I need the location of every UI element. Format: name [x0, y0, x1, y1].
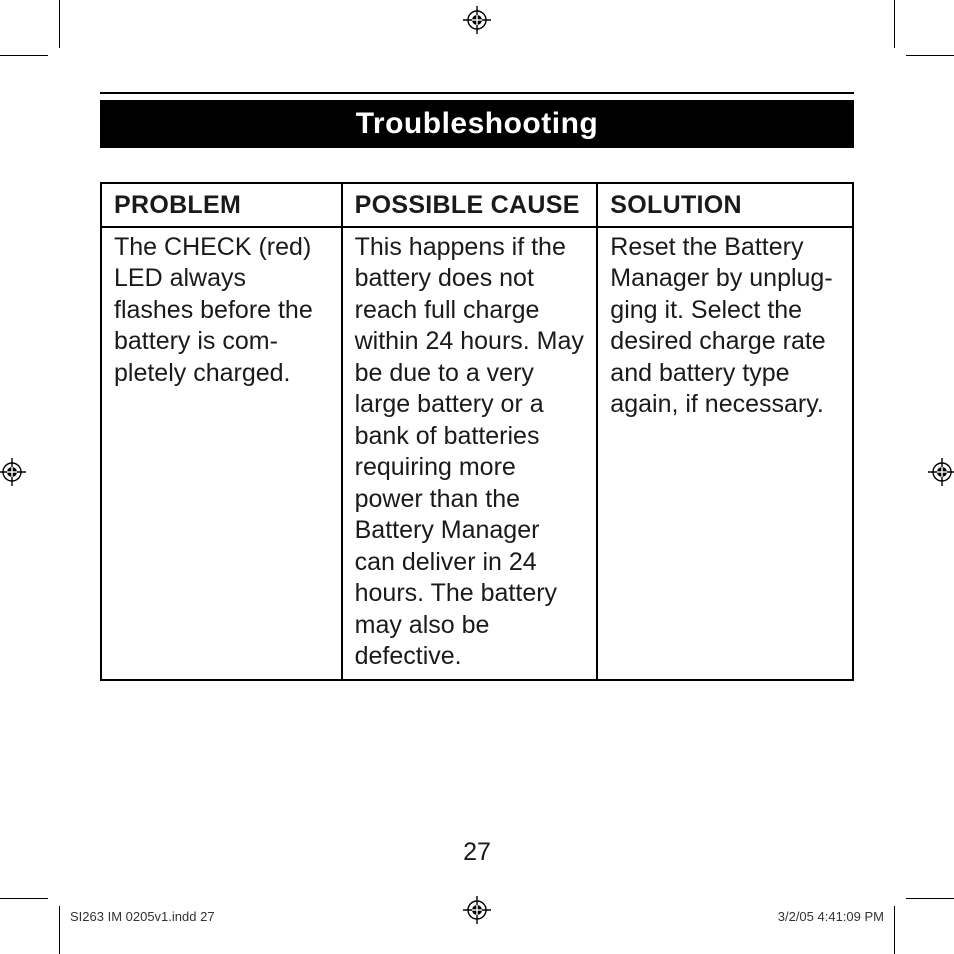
crop-mark [906, 44, 954, 56]
cell-problem: The CHECK (red) LED always flashes befor… [101, 227, 342, 680]
troubleshooting-table: PROBLEM POSSIBLE CAUSE SOLUTION The CHEC… [100, 182, 854, 681]
cell-cause: This happens if the battery does not rea… [342, 227, 598, 680]
table-row: The CHECK (red) LED always flashes befor… [101, 227, 853, 680]
crop-mark [48, 906, 60, 954]
col-header-solution: SOLUTION [597, 183, 853, 227]
registration-mark-icon [463, 896, 491, 924]
col-header-cause: POSSIBLE CAUSE [342, 183, 598, 227]
crop-mark [894, 906, 906, 954]
registration-mark-icon [0, 458, 26, 486]
crop-mark [906, 898, 954, 910]
footer-timestamp: 3/2/05 4:41:09 PM [778, 909, 884, 924]
page-number: 27 [0, 838, 954, 867]
cell-solution: Reset the Battery Manager by unplug­ging… [597, 227, 853, 680]
table-header-row: PROBLEM POSSIBLE CAUSE SOLUTION [101, 183, 853, 227]
section-heading: Troubleshooting [100, 100, 854, 148]
registration-mark-icon [928, 458, 954, 486]
registration-mark-icon [463, 6, 491, 34]
crop-mark [0, 44, 48, 56]
crop-mark [48, 0, 60, 48]
footer-file-info: SI263 IM 0205v1.indd 27 [70, 909, 215, 924]
page-content: Troubleshooting PROBLEM POSSIBLE CAUSE S… [100, 92, 854, 681]
section-heading-wrap: Troubleshooting [100, 92, 854, 148]
crop-mark [894, 0, 906, 48]
col-header-problem: PROBLEM [101, 183, 342, 227]
crop-mark [0, 898, 48, 910]
